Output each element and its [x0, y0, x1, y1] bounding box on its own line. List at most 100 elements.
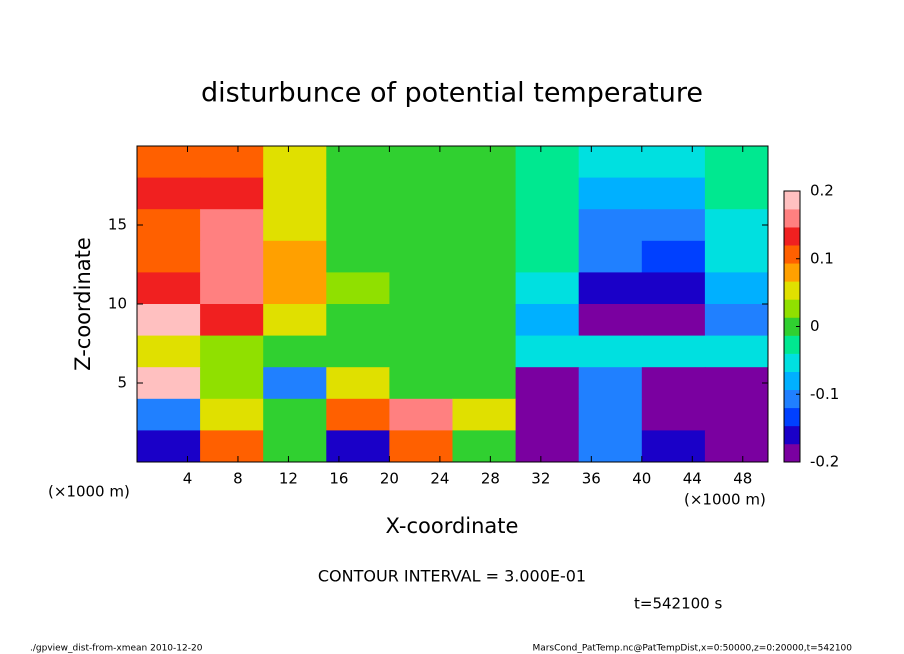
- field-cell: [641, 335, 706, 368]
- field-cell: [704, 367, 769, 400]
- colorbar-band: [784, 263, 800, 282]
- colorbar-band: [784, 353, 800, 372]
- x-unit-label: (×1000 m): [684, 491, 766, 509]
- field-cell: [200, 146, 264, 179]
- field-cell: [263, 335, 327, 368]
- field-cell: [641, 177, 706, 210]
- field-cell: [389, 240, 453, 273]
- field-cell: [452, 177, 517, 210]
- field-cell: [452, 209, 517, 242]
- field-cell: [704, 240, 769, 273]
- field-cell: [137, 398, 201, 431]
- field-cell: [641, 304, 706, 337]
- field-cell: [326, 146, 390, 179]
- field-cell: [200, 430, 264, 463]
- field-cell: [704, 335, 769, 368]
- field-cell: [326, 177, 390, 210]
- field-cell: [137, 209, 201, 242]
- footer-left: ./gpview_dist-from-xmean 2010-12-20: [30, 644, 203, 654]
- colorbar-band: [784, 389, 800, 409]
- field-cell: [641, 146, 706, 179]
- field-cell: [578, 335, 643, 368]
- colorbar-band: [784, 245, 800, 264]
- field-cell: [200, 335, 264, 368]
- field-cell: [515, 177, 580, 210]
- time-label: t=542100 s: [634, 595, 722, 613]
- field-cell: [326, 304, 390, 337]
- x-tick-label: 12: [279, 470, 298, 488]
- colorbar-tick-label: 0: [810, 317, 820, 335]
- field-cell: [704, 272, 769, 305]
- colorbar-band: [784, 209, 800, 228]
- contour-interval: CONTOUR INTERVAL = 3.000E-01: [318, 567, 586, 586]
- field-cell: [578, 177, 643, 210]
- x-tick-label: 32: [531, 470, 550, 488]
- x-tick-label: 40: [632, 470, 651, 488]
- field-cell: [452, 335, 517, 368]
- colorbar-tick-label: 0.2: [810, 182, 834, 200]
- field-cell: [200, 209, 264, 242]
- field-cell: [452, 430, 517, 463]
- field-cell: [137, 367, 201, 400]
- field-cell: [578, 398, 643, 431]
- field-cell: [452, 367, 517, 400]
- colorbar-band: [784, 407, 800, 427]
- field-cell: [452, 398, 517, 431]
- field-cell: [641, 240, 706, 273]
- field-cell: [389, 335, 453, 368]
- field-cell: [137, 430, 201, 463]
- field-cell: [263, 398, 327, 431]
- field-cell: [578, 430, 643, 463]
- field-cell: [515, 304, 580, 337]
- field-cell: [389, 272, 453, 305]
- field-cell: [704, 430, 769, 463]
- y-tick-label: 5: [117, 374, 127, 392]
- x-tick-label: 16: [329, 470, 348, 488]
- field-cell: [704, 304, 769, 337]
- field-cell: [704, 177, 769, 210]
- field-cell: [326, 335, 390, 368]
- x-tick-label: 20: [380, 470, 399, 488]
- field-cell: [200, 177, 264, 210]
- field-cell: [263, 177, 327, 210]
- field-cell: [452, 272, 517, 305]
- field-cell: [389, 430, 453, 463]
- x-tick-label: 28: [481, 470, 500, 488]
- field-cell: [326, 398, 390, 431]
- field-cell: [263, 240, 327, 273]
- field-cell: [704, 209, 769, 242]
- field-cell: [641, 398, 706, 431]
- field-cell: [200, 272, 264, 305]
- x-tick-label: 36: [582, 470, 601, 488]
- field-cell: [137, 272, 201, 305]
- colorbar-band: [784, 335, 800, 354]
- field-cell: [263, 430, 327, 463]
- field-cell: [515, 430, 580, 463]
- colorbar-tick-label: -0.1: [810, 385, 839, 403]
- field-cell: [641, 272, 706, 305]
- field-cell: [263, 304, 327, 337]
- colorbar-band: [784, 299, 800, 318]
- colorbar-band: [784, 227, 800, 246]
- colorbar-band: [784, 191, 800, 210]
- field-cell: [137, 177, 201, 210]
- field-cell: [515, 398, 580, 431]
- field-cell: [263, 367, 327, 400]
- field-cell: [578, 272, 643, 305]
- x-axis-label: X-coordinate: [386, 514, 519, 538]
- field-cell: [452, 240, 517, 273]
- y-unit-label: (×1000 m): [48, 483, 130, 501]
- colorbar-band: [784, 317, 800, 336]
- colorbar-band: [784, 425, 800, 445]
- field-cell: [515, 146, 580, 179]
- field-cell: [389, 304, 453, 337]
- field-cell: [578, 209, 643, 242]
- colorbar-band: [784, 281, 800, 300]
- field-cell: [326, 367, 390, 400]
- field-cell: [389, 209, 453, 242]
- field-cell: [452, 304, 517, 337]
- field-cell: [515, 209, 580, 242]
- y-tick-label: 10: [108, 295, 127, 313]
- x-tick-label: 48: [733, 470, 752, 488]
- field-cell: [641, 430, 706, 463]
